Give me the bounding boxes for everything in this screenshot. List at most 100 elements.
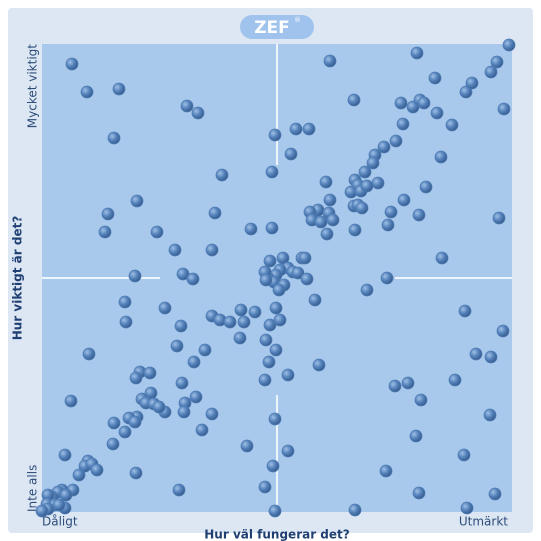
point — [319, 175, 333, 189]
point — [360, 179, 374, 193]
point — [205, 243, 219, 257]
point — [358, 165, 372, 179]
point — [259, 333, 273, 347]
point — [323, 54, 337, 68]
point — [59, 488, 73, 502]
point — [177, 405, 191, 419]
point — [180, 99, 194, 113]
point — [458, 304, 472, 318]
point — [457, 448, 471, 462]
point — [176, 267, 190, 281]
y-max-label: Mycket viktigt — [26, 44, 40, 129]
point — [502, 38, 516, 52]
point — [170, 339, 184, 353]
point — [263, 318, 277, 332]
point — [360, 283, 374, 297]
logo: ZEF — [254, 18, 290, 38]
point — [107, 416, 121, 430]
point — [248, 305, 262, 319]
point — [366, 156, 380, 170]
point — [300, 272, 314, 286]
point — [223, 315, 237, 329]
point — [428, 71, 442, 85]
point — [314, 215, 328, 229]
point — [263, 254, 277, 268]
point — [281, 368, 295, 382]
point — [268, 128, 282, 142]
point — [205, 407, 219, 421]
point — [291, 266, 305, 280]
point — [65, 57, 79, 71]
point — [128, 415, 142, 429]
point — [412, 208, 426, 222]
point — [175, 376, 189, 390]
point — [289, 122, 303, 136]
point — [208, 206, 222, 220]
point — [174, 319, 188, 333]
point — [355, 201, 369, 215]
point — [128, 269, 142, 283]
point — [118, 295, 132, 309]
point — [118, 425, 132, 439]
point — [281, 444, 295, 458]
point — [52, 498, 66, 512]
point — [488, 487, 502, 501]
point — [409, 429, 423, 443]
point — [107, 131, 121, 145]
point — [312, 358, 326, 372]
point — [265, 165, 279, 179]
point — [158, 301, 172, 315]
point — [430, 106, 444, 120]
point — [389, 134, 403, 148]
point — [233, 331, 247, 345]
point — [381, 218, 395, 232]
point — [419, 180, 433, 194]
point — [195, 423, 209, 437]
point — [496, 324, 510, 338]
point — [237, 315, 251, 329]
point — [143, 366, 157, 380]
point — [130, 194, 144, 208]
point — [388, 379, 402, 393]
point — [259, 273, 273, 287]
point — [152, 400, 166, 414]
x-max-label: Utmärkt — [459, 515, 508, 529]
point — [276, 251, 290, 265]
logo-mark: ® — [294, 16, 301, 24]
point — [326, 213, 340, 227]
point — [272, 283, 286, 297]
point — [320, 227, 334, 241]
point — [189, 390, 203, 404]
point — [448, 373, 462, 387]
point — [240, 439, 254, 453]
point — [112, 82, 126, 96]
x-axis-label: Hur väl fungerar det? — [204, 528, 350, 541]
point — [269, 301, 283, 315]
point — [348, 223, 362, 237]
logo-badge — [240, 15, 314, 39]
point — [244, 222, 258, 236]
point — [379, 464, 393, 478]
y-min-label: Inte alls — [26, 465, 40, 512]
point — [348, 503, 362, 517]
point — [98, 225, 112, 239]
point — [268, 412, 282, 426]
point — [484, 65, 498, 79]
point — [412, 486, 426, 500]
point — [298, 251, 312, 265]
point — [497, 102, 511, 116]
point — [410, 46, 424, 60]
point — [284, 147, 298, 161]
point — [308, 293, 322, 307]
point — [82, 347, 96, 361]
point — [234, 303, 248, 317]
point — [384, 205, 398, 219]
point — [90, 463, 104, 477]
point — [269, 343, 283, 357]
point — [484, 350, 498, 364]
point — [371, 176, 385, 190]
x-min-label: Dåligt — [42, 515, 78, 529]
point — [187, 355, 201, 369]
point — [119, 315, 133, 329]
